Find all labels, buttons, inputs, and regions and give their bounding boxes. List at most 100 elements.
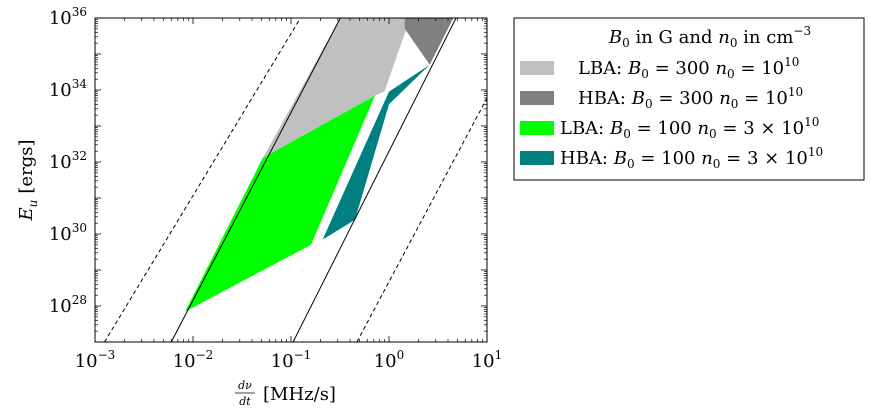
legend-label-part-sup: 10 (788, 85, 803, 99)
legend-label-part-b-sub: 0 (645, 97, 653, 111)
legend-label-part-b: B (627, 58, 641, 79)
legend-label-part-b-sub: 0 (623, 127, 631, 141)
y-tick-label-base: 10 (49, 8, 72, 29)
area-series-2 (404, 18, 454, 65)
area-series-3 (185, 95, 375, 312)
legend-label-part-eq2: = 3 × 10 (717, 118, 804, 139)
legend-label-part-n-sub: 0 (727, 67, 735, 81)
legend-swatch-4 (520, 151, 554, 165)
x-tick-label-exponent: −3 (98, 348, 116, 362)
x-tick-label-exponent: −2 (196, 348, 214, 362)
x-tick-label-exponent: 1 (495, 348, 503, 362)
legend-label-part-eq2: = 3 × 10 (720, 148, 807, 169)
legend-box (513, 17, 865, 181)
legend-title-unit-sup: −3 (793, 24, 811, 38)
legend-label-part-eq1: = 100 (635, 148, 702, 169)
legend-label-part-eq2: = 10 (738, 88, 787, 109)
y-axis-label: Eu [ergs] (16, 140, 40, 222)
y-tick-label-exponent: 30 (72, 221, 87, 235)
y-tick-label-base: 10 (49, 80, 72, 101)
legend-label-part-n: n (719, 88, 731, 109)
legend-label-part-n: n (715, 58, 727, 79)
legend-label-part-eq1: = 300 (649, 58, 716, 79)
legend-label-part-sup: 10 (784, 55, 799, 69)
y-axis-label-text: Eu [ergs] (16, 140, 40, 222)
y-tick-label-2: 1030 (49, 221, 87, 245)
legend-label-part-n-sub: 0 (731, 97, 739, 111)
legend-label-part-sup: 10 (804, 115, 819, 129)
legend-title-b: B (608, 27, 622, 48)
legend-label-part-prefix: LBA: (560, 118, 610, 139)
y-tick-label-3: 1032 (49, 149, 87, 173)
x-axis-label-denominator: dt (239, 395, 251, 408)
legend-label-part-n-sub: 0 (713, 157, 721, 171)
y-tick-label-5: 1036 (49, 5, 87, 29)
legend-swatch-3 (520, 121, 554, 135)
y-tick-label-exponent: 32 (72, 149, 87, 163)
legend-label-part-n-sub: 0 (709, 127, 717, 141)
legend-swatch-2 (520, 91, 554, 105)
solid-line-1 (170, 18, 341, 342)
x-axis-label-unit: [MHz/s] (263, 384, 336, 405)
legend-label-part-prefix: HBA: (578, 88, 632, 109)
legend-title-unit: in cm (737, 27, 793, 48)
x-axis-label-numerator: dν (238, 379, 252, 392)
legend-title-mid: in G and (630, 27, 718, 48)
x-tick-label-2: 10−2 (173, 348, 214, 372)
x-axis-label: dν dt [MHz/s] (235, 379, 336, 408)
legend-label-part-b-sub: 0 (627, 157, 635, 171)
y-tick-label-exponent: 28 (72, 293, 87, 307)
legend-label-part-prefix: LBA: (578, 58, 628, 79)
y-tick-label-base: 10 (49, 152, 72, 173)
x-tick-label-base: 10 (75, 351, 98, 372)
legend-label-part-eq2: = 10 (735, 58, 784, 79)
x-tick-label-base: 10 (374, 351, 397, 372)
legend-label-1: LBA: B0 = 300 n0 = 1010 (578, 55, 799, 81)
legend-label-part-prefix: HBA: (560, 148, 614, 169)
legend-label-3: LBA: B0 = 100 n0 = 3 × 1010 (560, 115, 819, 141)
legend-title: B0 in G and n0 in cm−3 (608, 24, 811, 50)
legend-title-n: n (718, 27, 730, 48)
y-tick-label-base: 10 (49, 296, 72, 317)
legend-title-b-sub: 0 (622, 36, 630, 50)
x-tick-label-exponent: −1 (294, 348, 312, 362)
legend-label-part-b: B (613, 148, 627, 169)
dashed-line-3 (104, 18, 302, 342)
legend: B0 in G and n0 in cm−3 LBA: B0 = 300 n0 … (513, 17, 865, 181)
legend-label-part-eq1: = 100 (631, 118, 698, 139)
x-tick-label-exponent: 0 (397, 348, 405, 362)
x-tick-label-5: 101 (472, 348, 503, 372)
chart-guide-lines (104, 18, 487, 342)
chart-areas (185, 18, 454, 312)
y-tick-label-base: 10 (49, 224, 72, 245)
x-tick-label-base: 10 (271, 351, 294, 372)
legend-label-part-b: B (609, 118, 623, 139)
area-series-4 (322, 64, 430, 240)
legend-label-4: HBA: B0 = 100 n0 = 3 × 1010 (560, 145, 823, 171)
legend-swatch-1 (520, 61, 554, 75)
legend-label-part-b: B (631, 88, 645, 109)
y-tick-label-exponent: 34 (72, 77, 88, 91)
x-tick-label-3: 10−1 (271, 348, 312, 372)
x-axis: 10−3 10−2 10−1 100 101 (75, 18, 503, 372)
area-series-1 (262, 18, 407, 158)
y-tick-label-exponent: 36 (72, 5, 87, 19)
legend-label-part-eq1: = 300 (653, 88, 720, 109)
y-axis-label-subscript: u (26, 200, 40, 208)
y-tick-label-4: 1034 (49, 77, 88, 101)
legend-label-part-n: n (697, 118, 709, 139)
legend-label-part-sup: 10 (808, 145, 823, 159)
legend-label-part-b-sub: 0 (641, 67, 649, 81)
x-tick-label-base: 10 (472, 351, 495, 372)
y-axis-label-symbol: E (16, 207, 37, 221)
x-tick-label-base: 10 (173, 351, 196, 372)
legend-label-part-n: n (701, 148, 713, 169)
y-tick-label-1: 1028 (49, 293, 87, 317)
y-axis-label-unit: [ergs] (16, 140, 37, 194)
solid-line-2 (292, 18, 457, 342)
legend-label-2: HBA: B0 = 300 n0 = 1010 (578, 85, 803, 111)
legend-title-n-sub: 0 (730, 36, 738, 50)
